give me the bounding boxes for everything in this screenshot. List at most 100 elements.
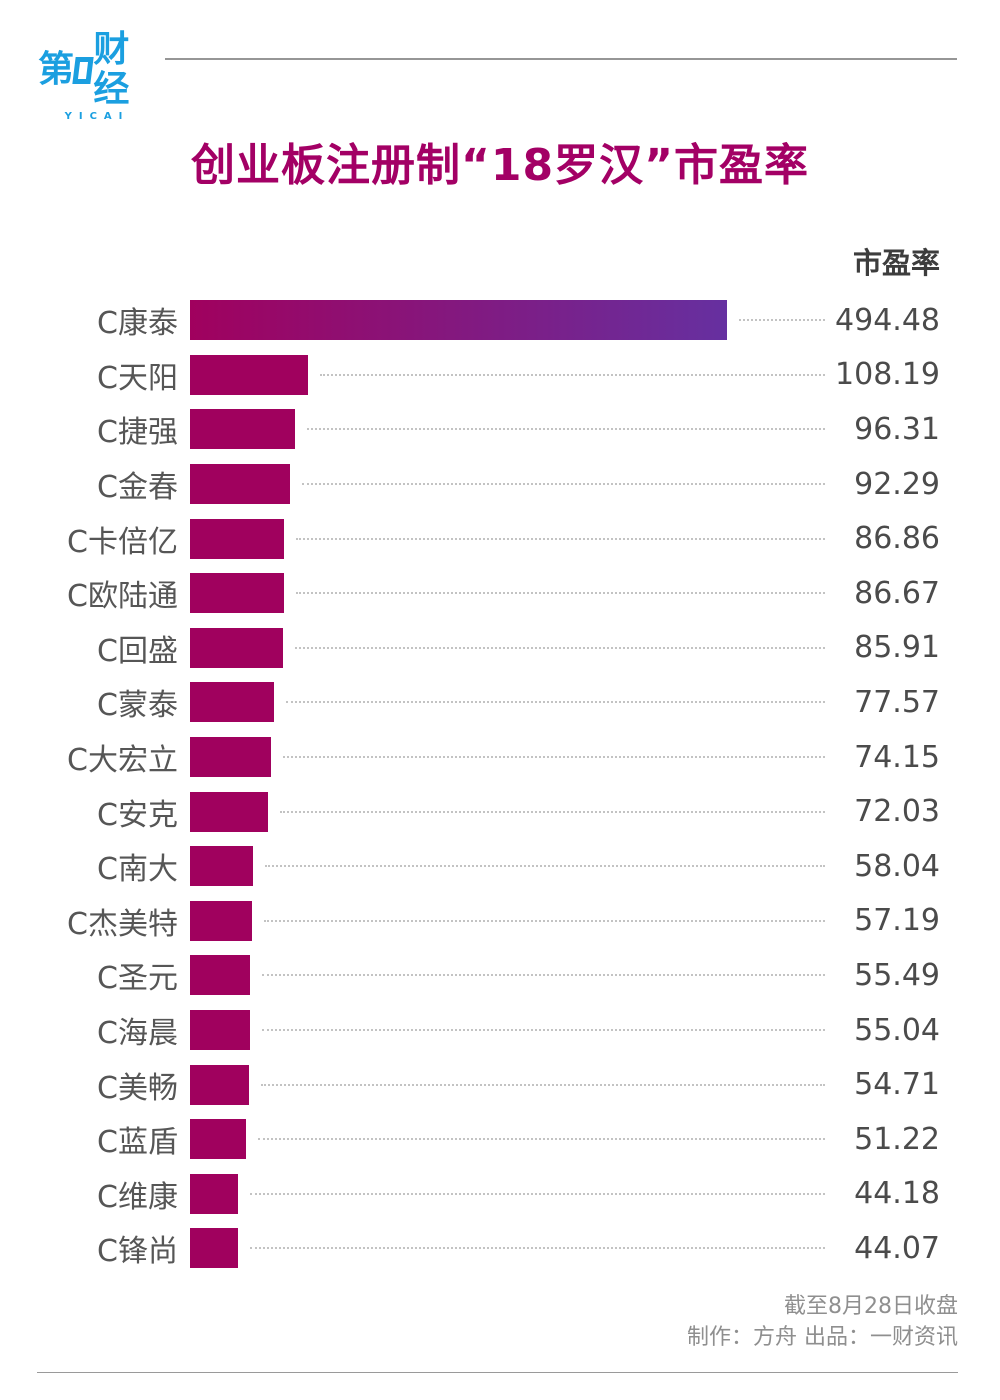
row-label: C欧陆通 (67, 579, 178, 615)
row-bar (190, 1228, 238, 1269)
leader-line (261, 1083, 825, 1086)
chart-row: C南大 58.04 (40, 839, 940, 894)
chart-row: C康泰 494.48 (40, 293, 940, 348)
row-label: C蒙泰 (97, 688, 178, 724)
row-bar (190, 409, 295, 450)
row-value: 494.48 (835, 302, 940, 338)
row-label: C天阳 (97, 360, 178, 396)
row-label: C蓝盾 (97, 1125, 178, 1161)
logo-chars-caijing: 财经 (93, 29, 129, 110)
chart-row: C维康 44.18 (40, 1167, 940, 1222)
row-label: C美畅 (97, 1070, 178, 1106)
row-bar (190, 846, 253, 887)
row-bar (190, 464, 291, 505)
row-bar (190, 518, 285, 559)
row-bar (190, 300, 727, 341)
row-value: 96.31 (854, 411, 940, 447)
row-label: C圣元 (97, 961, 178, 997)
row-label: C卡倍亿 (67, 524, 178, 560)
footer-divider (37, 1372, 958, 1373)
row-bar (190, 573, 285, 614)
row-value: 51.22 (854, 1121, 940, 1157)
footer-date-note: 截至8月28日收盘 (784, 1294, 958, 1319)
leader-line (319, 373, 825, 376)
row-value: 92.29 (854, 466, 940, 502)
row-bar (190, 354, 308, 395)
leader-line (265, 865, 825, 868)
chart-row: C欧陆通 86.67 (40, 566, 940, 621)
chart-row: C美畅 54.71 (40, 1057, 940, 1112)
row-bar (190, 791, 269, 832)
chart-row: C捷强 96.31 (40, 402, 940, 457)
row-value: 44.18 (854, 1176, 940, 1212)
row-label: C金春 (97, 470, 178, 506)
chart-row: C大宏立 74.15 (40, 730, 940, 785)
row-label: C锋尚 (97, 1234, 178, 1270)
row-value: 57.19 (854, 903, 940, 939)
header-divider (165, 58, 957, 60)
chart-row: C圣元 55.49 (40, 948, 940, 1003)
leader-line (249, 1247, 825, 1250)
chart-row: C天阳 108.19 (40, 348, 940, 403)
chart-row: C安克 72.03 (40, 784, 940, 839)
logo-char-di: 第 (38, 49, 74, 90)
yicai-logo: 第 财经 YICAI (38, 30, 152, 123)
footer-credits-note: 制作：方舟 出品：一财资讯 (687, 1325, 958, 1350)
row-bar (190, 737, 271, 778)
row-value: 85.91 (854, 630, 940, 666)
row-value: 86.67 (854, 575, 940, 611)
leader-line (295, 646, 825, 649)
row-bar (190, 1064, 250, 1105)
chart-rows: C康泰 494.48 C天阳 108.19 C捷强 96.31 C金春 92.29 C卡倍亿 86… (40, 293, 940, 1276)
row-label: C回盛 (97, 633, 178, 669)
yicai-logo-wordmark: 第 财经 (38, 30, 152, 110)
chart-row: C海晨 55.04 (40, 1003, 940, 1058)
row-value: 74.15 (854, 739, 940, 775)
row-bar (190, 900, 253, 941)
yicai-logo-latin: YICAI (64, 111, 130, 122)
row-value: 58.04 (854, 848, 940, 884)
row-value: 108.19 (835, 357, 940, 393)
leader-line (280, 810, 825, 813)
leader-line (306, 428, 825, 431)
leader-line (282, 756, 825, 759)
leader-line (302, 483, 825, 486)
leader-line (261, 1029, 825, 1032)
page-title: 创业板注册制“18罗汉”市盈率 (190, 140, 810, 191)
row-label: C安克 (97, 797, 178, 833)
row-bar (190, 1010, 250, 1051)
row-value: 44.07 (854, 1230, 940, 1266)
leader-line (286, 701, 825, 704)
chart-row: C卡倍亿 86.86 (40, 511, 940, 566)
leader-line (264, 919, 825, 922)
row-bar (190, 1119, 246, 1160)
row-bar (190, 1173, 238, 1214)
leader-line (296, 592, 825, 595)
row-value: 55.04 (854, 1012, 940, 1048)
chart-row: C金春 92.29 (40, 457, 940, 512)
leader-line (262, 974, 825, 977)
row-value: 86.86 (854, 521, 940, 557)
leader-line (257, 1138, 825, 1141)
row-label: C杰美特 (67, 906, 178, 942)
chart-row: C蓝盾 51.22 (40, 1112, 940, 1167)
row-label: C海晨 (97, 1016, 178, 1052)
row-label: C康泰 (97, 306, 178, 342)
row-bar (190, 682, 275, 723)
row-label: C南大 (97, 852, 178, 888)
leader-line (739, 319, 825, 322)
logo-screen-icon (72, 56, 95, 84)
row-label: C维康 (97, 1179, 178, 1215)
row-bar (190, 955, 251, 996)
row-value: 77.57 (854, 684, 940, 720)
chart-row: C回盛 85.91 (40, 621, 940, 676)
value-column-header: 市盈率 (852, 246, 940, 280)
chart-row: C锋尚 44.07 (40, 1221, 940, 1276)
leader-line (296, 537, 825, 540)
row-value: 54.71 (854, 1067, 940, 1103)
row-label: C捷强 (97, 415, 178, 451)
row-label: C大宏立 (67, 743, 178, 779)
row-bar (190, 627, 284, 668)
footer-notes: 截至8月28日收盘 制作：方舟 出品：一财资讯 (687, 1291, 958, 1353)
leader-line (250, 1192, 825, 1195)
